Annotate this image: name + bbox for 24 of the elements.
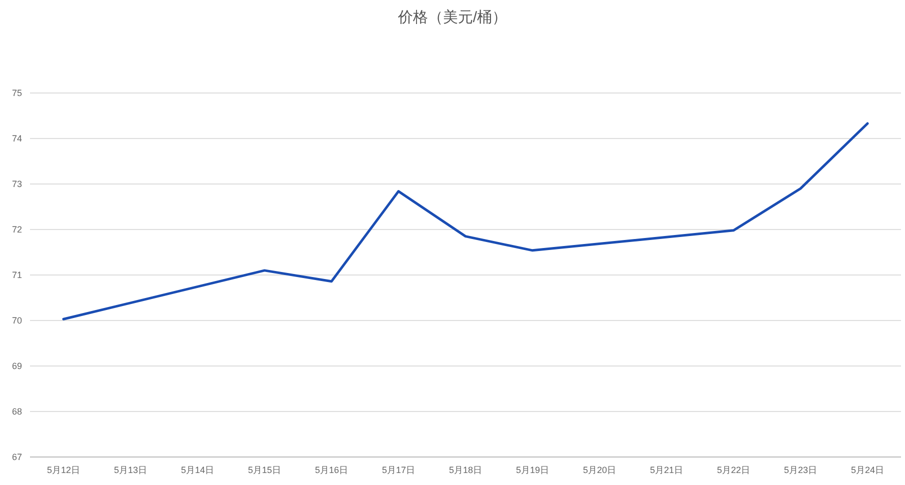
y-tick-label: 68 [12, 406, 22, 416]
x-tick-label: 5月24日 [850, 465, 884, 475]
x-tick-label: 5月14日 [180, 465, 214, 475]
y-tick-label: 67 [12, 452, 22, 462]
y-tick-label: 75 [12, 88, 22, 98]
y-tick-label: 70 [12, 316, 22, 326]
x-tick-label: 5月21日 [650, 465, 684, 475]
x-tick-label: 5月17日 [382, 465, 416, 475]
x-tick-label: 5月16日 [314, 465, 348, 475]
y-tick-label: 73 [12, 179, 22, 189]
x-tick-label: 5月22日 [716, 465, 750, 475]
x-tick-label: 5月12日 [46, 465, 80, 475]
x-tick-label: 5月15日 [248, 465, 282, 475]
x-tick-label: 5月20日 [582, 465, 616, 475]
chart-title: 价格（美元/桶） [396, 9, 508, 26]
x-tick-label: 5月13日 [114, 465, 148, 475]
y-tick-label: 74 [12, 134, 22, 144]
line-series [62, 122, 869, 320]
y-tick-label: 72 [12, 224, 22, 234]
x-tick-label: 5月18日 [448, 465, 482, 475]
y-tick-label: 69 [12, 361, 22, 371]
y-tick-label: 71 [12, 270, 22, 280]
x-tick-label: 5月23日 [784, 465, 818, 475]
x-tick-label: 5月19日 [516, 465, 550, 475]
